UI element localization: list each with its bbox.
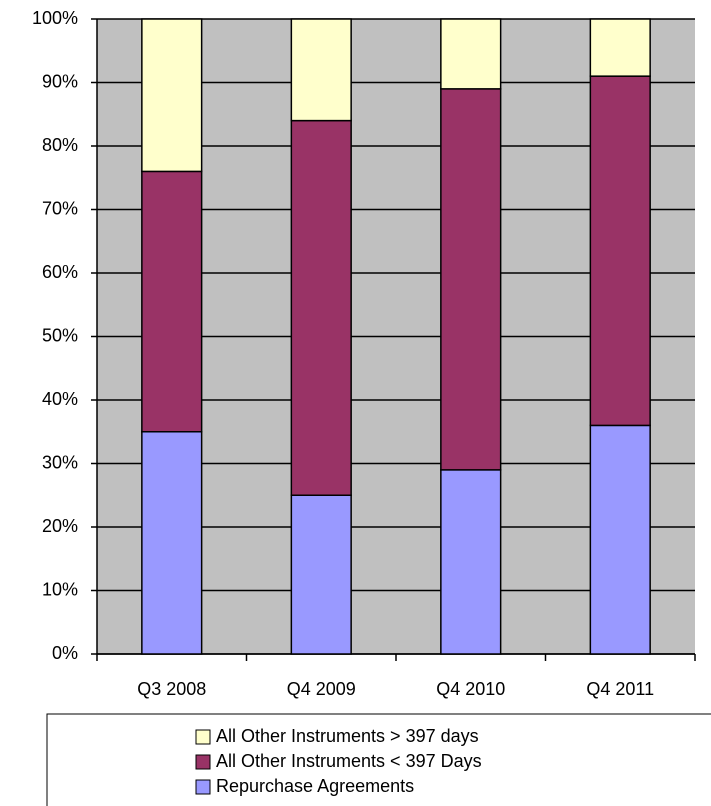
x-tick-label: Q4 2010 (436, 679, 505, 699)
bar-segment (589, 424, 651, 655)
y-tick-label: 80% (42, 135, 78, 155)
y-tick-label: 50% (42, 325, 78, 345)
x-tick-label: Q4 2011 (586, 679, 654, 699)
bar-segment (141, 431, 203, 655)
bar-segment (589, 75, 651, 427)
legend-swatch (195, 754, 211, 770)
bar-segment (141, 170, 203, 433)
legend-box (46, 713, 711, 806)
bar-segment (440, 18, 502, 90)
y-tick-label: 60% (42, 262, 78, 282)
legend-label: All Other Instruments < 397 Days (216, 751, 482, 771)
bar-segment (290, 119, 352, 496)
bar-segment (440, 88, 502, 471)
y-tick-label: 0% (52, 643, 78, 663)
y-tick-label: 30% (42, 452, 78, 472)
y-tick-label: 90% (42, 71, 78, 91)
bar-segment (290, 18, 352, 122)
y-tick-label: 20% (42, 516, 78, 536)
bar-segment (589, 18, 651, 77)
bar-segment (141, 18, 203, 173)
legend-label: All Other Instruments > 397 days (216, 726, 479, 746)
legend-label: Repurchase Agreements (216, 776, 414, 796)
y-tick-label: 40% (42, 389, 78, 409)
bar-segment (440, 469, 502, 655)
y-tick-label: 70% (42, 198, 78, 218)
x-tick-label: Q3 2008 (137, 679, 206, 699)
y-tick-label: 10% (42, 579, 78, 599)
legend-swatch (195, 779, 211, 795)
bar-segment (290, 494, 352, 655)
x-tick-label: Q4 2009 (287, 679, 356, 699)
y-tick-label: 100% (32, 8, 78, 28)
legend-swatch (195, 729, 211, 745)
